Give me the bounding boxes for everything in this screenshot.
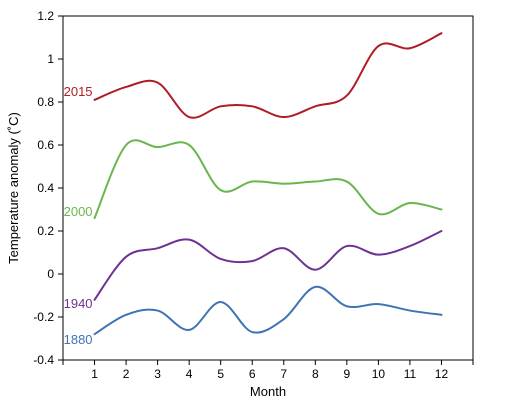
x-tick-label: 5 <box>217 367 224 381</box>
x-tick-label: 8 <box>312 367 319 381</box>
y-axis-ticks: -0.4 -0.2 0 0.2 0.4 0.6 0.8 1 1.2 <box>33 9 63 367</box>
series-line-2015 <box>93 32 443 119</box>
x-tick-label: 12 <box>435 367 449 381</box>
series-labels: 2015 2000 1940 1880 <box>64 84 93 347</box>
series-label-2000: 2000 <box>64 204 93 219</box>
x-axis-title: Month <box>250 384 286 399</box>
series-label-1880: 1880 <box>64 332 93 347</box>
x-tick-label: 11 <box>404 367 417 381</box>
series-line-1940 <box>93 230 443 301</box>
series-label-2015: 2015 <box>64 84 93 99</box>
y-tick-label: 0 <box>47 267 54 281</box>
plot-area-frame <box>62 15 474 361</box>
x-tick-label: 3 <box>154 367 161 381</box>
x-tick-label: 10 <box>372 367 386 381</box>
y-tick-label: 0.2 <box>37 224 54 238</box>
y-tick-label: -0.4 <box>33 353 54 367</box>
series-label-1940: 1940 <box>64 296 93 311</box>
y-tick-label: 1 <box>47 52 54 66</box>
series-lines <box>93 32 443 336</box>
x-axis-ticks: 1 2 3 4 5 6 7 8 9 10 11 12 <box>62 360 474 381</box>
x-tick-label: 9 <box>344 367 351 381</box>
y-axis-title: Temperature anomaly (˚C) <box>6 112 21 264</box>
y-tick-label: 0.8 <box>37 95 54 109</box>
y-tick-label: 1.2 <box>37 9 54 23</box>
x-tick-label: 4 <box>186 367 193 381</box>
x-tick-label: 2 <box>123 367 130 381</box>
series-line-2000 <box>93 139 443 220</box>
x-tick-label: 6 <box>249 367 256 381</box>
x-tick-label: 7 <box>280 367 287 381</box>
y-tick-label: 0.4 <box>37 181 54 195</box>
y-tick-label: 0.6 <box>37 138 54 152</box>
series-line-1880 <box>93 285 443 336</box>
x-tick-label: 1 <box>91 367 98 381</box>
y-tick-label: -0.2 <box>33 310 54 324</box>
